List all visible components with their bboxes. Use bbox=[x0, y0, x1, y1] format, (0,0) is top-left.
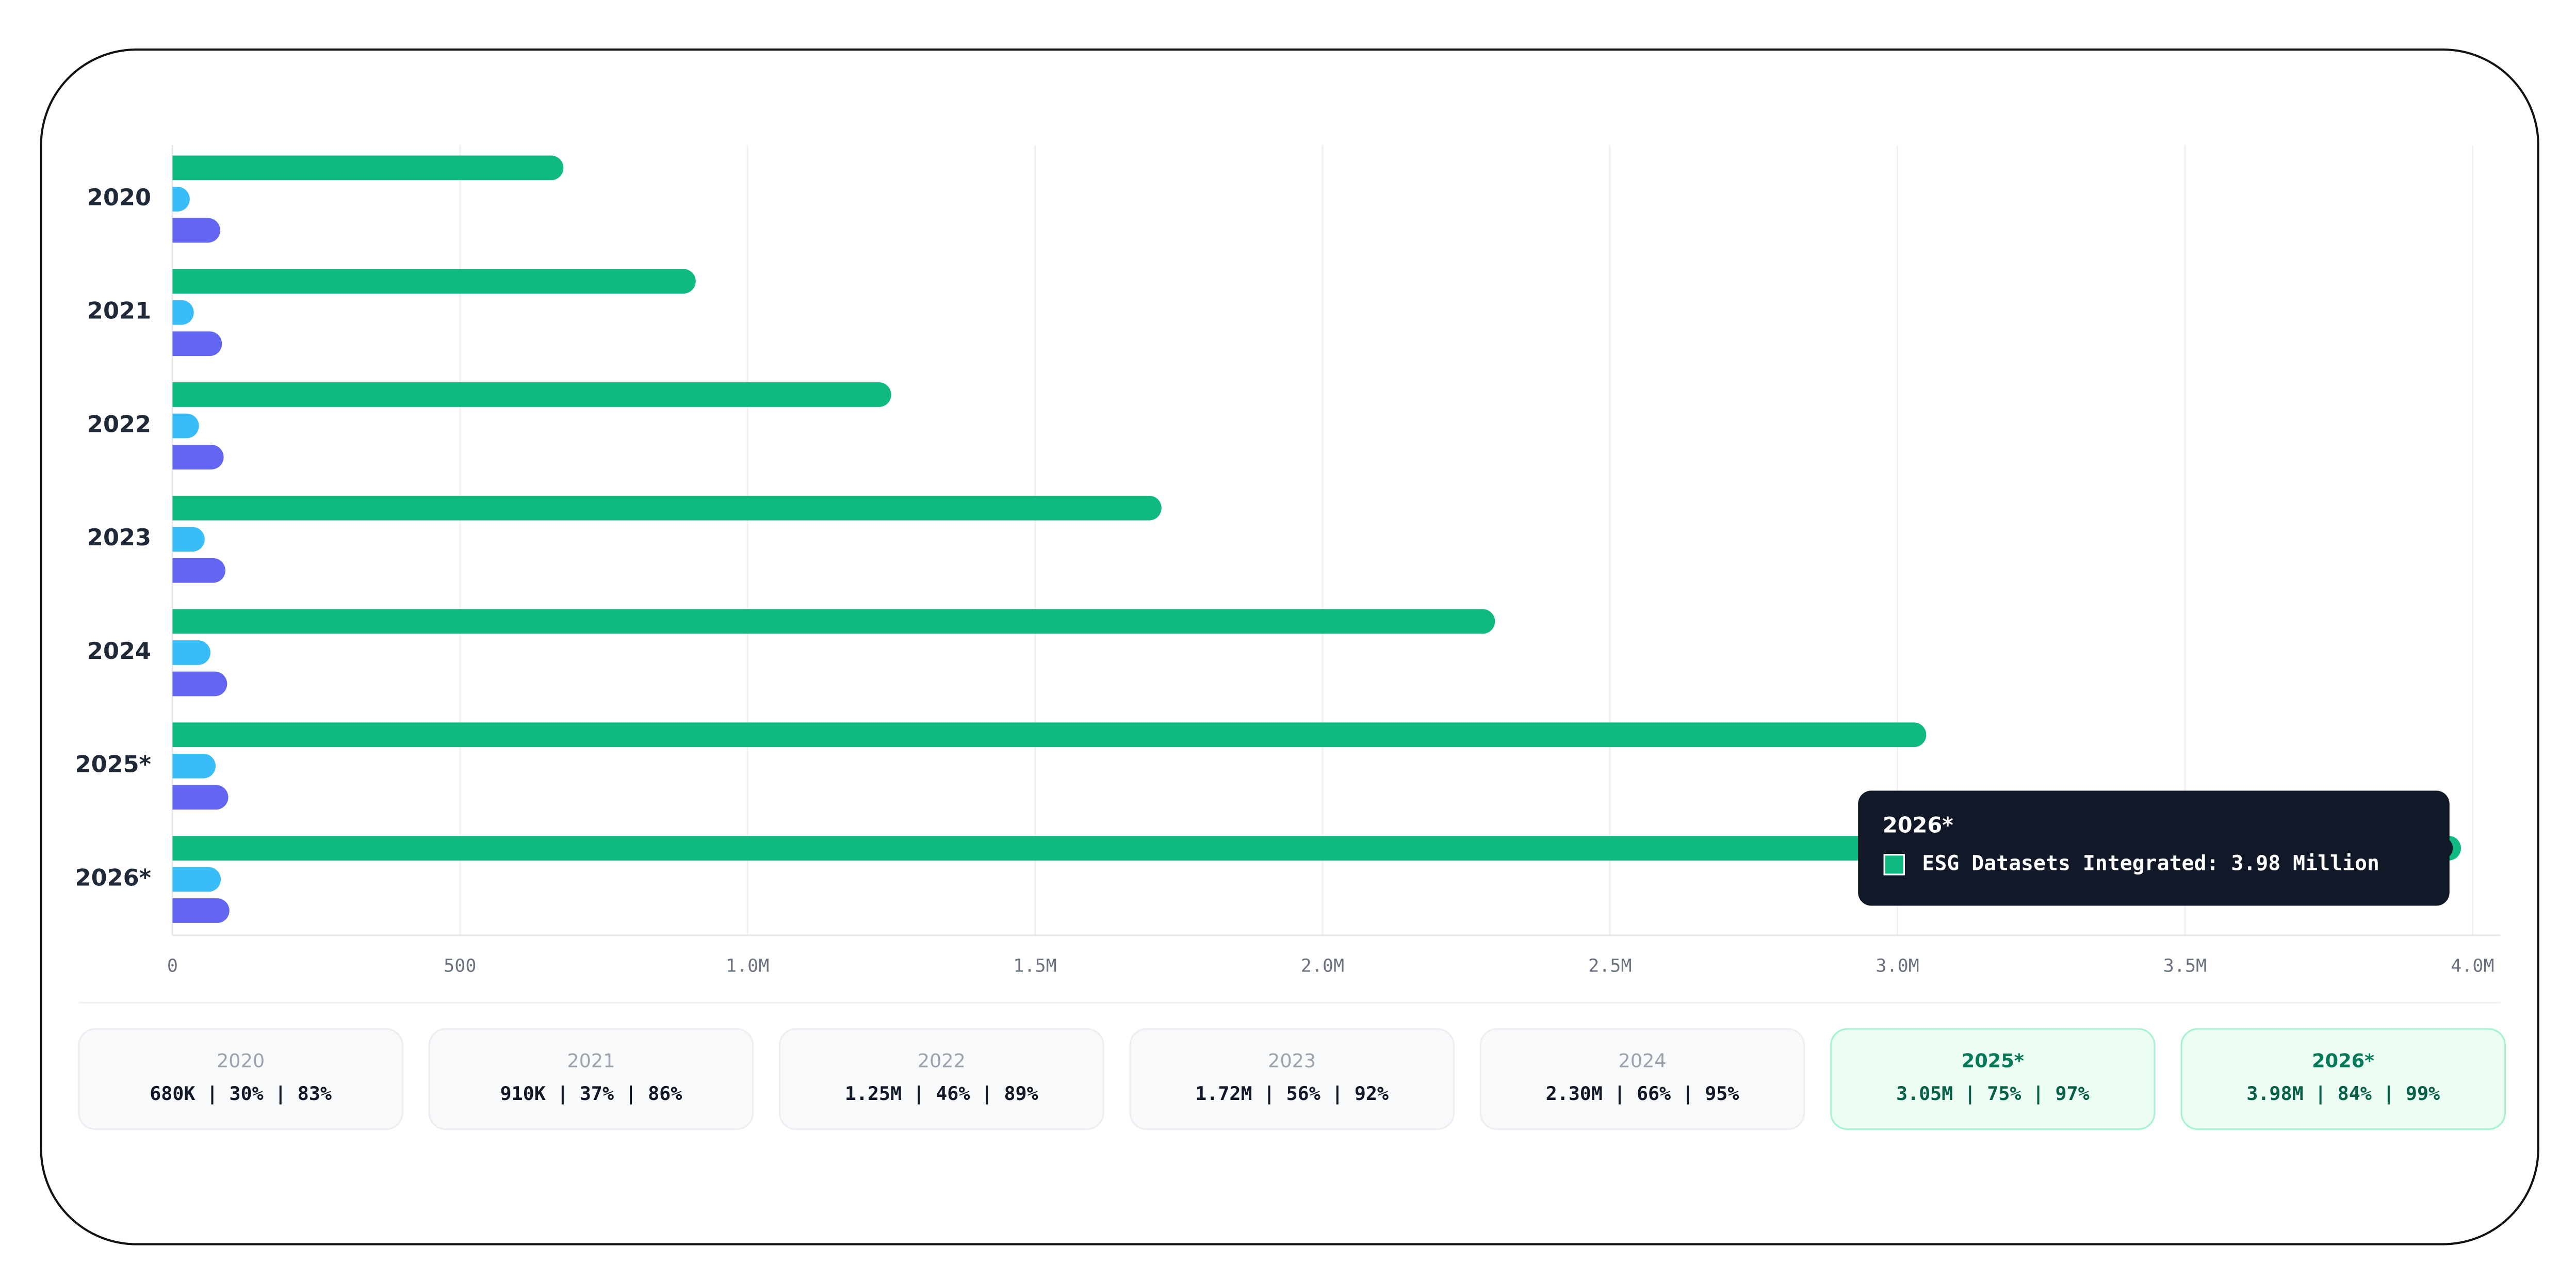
tooltip-box bbox=[1858, 790, 2450, 906]
bar bbox=[172, 671, 227, 697]
y-tick-label: 2026* bbox=[75, 865, 151, 892]
x-tick-label: 3.5M bbox=[2163, 955, 2207, 976]
bar bbox=[172, 867, 221, 892]
card-title: 2020 bbox=[217, 1050, 265, 1072]
card-text: 3.98M | 84% | 99% bbox=[2246, 1082, 2440, 1105]
bar bbox=[172, 785, 229, 810]
x-tick-label: 0 bbox=[167, 955, 178, 976]
summary-card bbox=[2180, 1028, 2506, 1130]
card-title: 2024 bbox=[1618, 1050, 1666, 1072]
bar bbox=[172, 527, 205, 552]
card-text: 680K | 30% | 83% bbox=[150, 1082, 332, 1105]
x-tick-label: 500 bbox=[444, 955, 476, 976]
bar bbox=[172, 495, 1162, 521]
y-tick-label: 2020 bbox=[87, 184, 151, 211]
summary-card bbox=[778, 1028, 1104, 1130]
card-text: 3.05M | 75% | 97% bbox=[1896, 1082, 2090, 1105]
y-tick-label: 2023 bbox=[87, 524, 151, 551]
bar bbox=[172, 722, 1927, 748]
bar bbox=[172, 187, 190, 212]
summary-card bbox=[78, 1028, 403, 1130]
bar bbox=[172, 640, 210, 665]
tooltip: 2026* ESG Datasets Integrated: 3.98 Milli… bbox=[1858, 790, 2450, 906]
card-text: 2.30M | 66% | 95% bbox=[1546, 1082, 1739, 1105]
bar bbox=[172, 269, 696, 294]
card-text: 1.25M | 46% | 89% bbox=[845, 1082, 1038, 1105]
summary-card bbox=[428, 1028, 754, 1130]
bar bbox=[172, 609, 1495, 634]
frame bbox=[40, 48, 2539, 1245]
bar bbox=[172, 331, 222, 357]
bar bbox=[172, 218, 220, 243]
x-tick-label: 1.5M bbox=[1013, 955, 1056, 976]
bar bbox=[172, 413, 199, 439]
x-tick-label: 2.5M bbox=[1588, 955, 1632, 976]
bar bbox=[172, 753, 216, 779]
y-tick-label: 2021 bbox=[87, 298, 151, 325]
x-tick-label: 1.0M bbox=[726, 955, 769, 976]
card-title: 2022 bbox=[918, 1050, 966, 1072]
summary-card bbox=[1830, 1028, 2156, 1130]
card-text: 1.72M | 56% | 92% bbox=[1195, 1082, 1389, 1105]
x-tick-label: 2.0M bbox=[1301, 955, 1344, 976]
card-title: 2023 bbox=[1268, 1050, 1316, 1072]
bar bbox=[172, 155, 564, 181]
y-tick-label: 2024 bbox=[87, 638, 151, 665]
tooltip-title: 2026* bbox=[1883, 813, 1953, 838]
card-title: 2021 bbox=[567, 1050, 615, 1072]
summary-card bbox=[1129, 1028, 1455, 1130]
tooltip-text: ESG Datasets Integrated: 3.98 Million bbox=[1922, 851, 2379, 875]
y-tick-label: 2025* bbox=[75, 751, 151, 778]
bar bbox=[172, 558, 225, 583]
summary-card bbox=[1479, 1028, 1805, 1130]
card-title: 2026* bbox=[2312, 1050, 2374, 1072]
x-tick-label: 4.0M bbox=[2451, 955, 2494, 976]
bar bbox=[172, 300, 194, 325]
bar bbox=[172, 382, 891, 407]
card-title: 2025* bbox=[1962, 1050, 2024, 1072]
tooltip-swatch bbox=[1883, 854, 1905, 876]
bar bbox=[172, 898, 230, 923]
x-tick-label: 3.0M bbox=[1876, 955, 1919, 976]
y-tick-label: 2022 bbox=[87, 411, 151, 438]
bar bbox=[172, 445, 224, 469]
card-text: 910K | 37% | 86% bbox=[500, 1082, 682, 1105]
